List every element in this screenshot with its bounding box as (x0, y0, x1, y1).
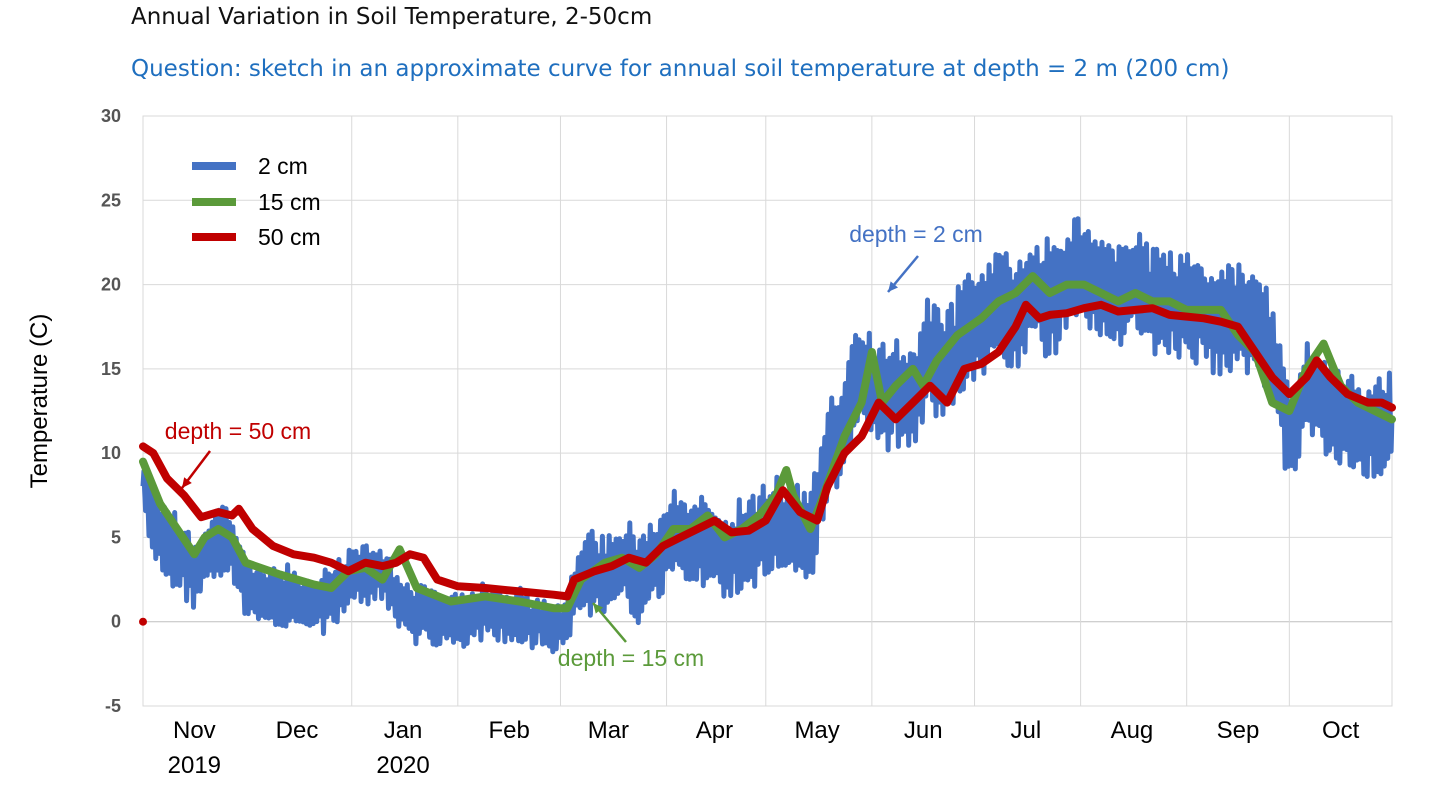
x-tick-label: Dec (276, 717, 319, 744)
y-tick-label: -5 (105, 696, 121, 716)
x-tick-label: Jan (384, 717, 423, 744)
y-tick-label: 20 (101, 275, 121, 295)
series-50cm-marker (139, 617, 147, 626)
x-tick-label: Jun (904, 717, 943, 744)
legend-label: 2 cm (258, 153, 308, 179)
annotation-50cm: depth = 50 cm (165, 418, 311, 444)
x-tick-label: Oct (1322, 717, 1360, 744)
x-tick-year-label: 2020 (376, 752, 429, 779)
annotation-50cm-arrow-head (182, 477, 192, 488)
y-tick-label: 0 (111, 612, 121, 632)
y-axis-label: Temperature (C) (26, 314, 53, 489)
x-tick-label: Apr (696, 717, 733, 744)
annotation-15cm: depth = 15 cm (558, 645, 704, 671)
series-50cm-line (139, 300, 1396, 601)
y-tick-label: 10 (101, 443, 121, 463)
annotation-2cm-arrow-head (888, 281, 899, 292)
plot-area (142, 115, 1393, 707)
chart-title: Annual Variation in Soil Temperature, 2-… (131, 4, 653, 30)
x-tick-label: Sep (1217, 717, 1260, 744)
x-tick-label: May (794, 717, 839, 744)
legend-label: 15 cm (258, 189, 321, 215)
x-tick-label: Aug (1111, 717, 1154, 744)
x-tick-label: Feb (488, 717, 529, 744)
annotation-2cm: depth = 2 cm (849, 221, 983, 247)
question-text: Question: sketch in an approximate curve… (131, 56, 1230, 82)
y-tick-label: 30 (101, 106, 121, 126)
x-tick-label: Mar (588, 717, 629, 744)
x-tick-label: Nov (173, 717, 216, 744)
y-tick-label: 15 (101, 359, 121, 379)
y-tick-label: 25 (101, 190, 121, 210)
x-tick-year-label: 2019 (168, 752, 221, 779)
legend-label: 50 cm (258, 224, 321, 250)
x-tick-label: Jul (1011, 717, 1042, 744)
y-tick-label: 5 (111, 527, 121, 547)
annotation-15cm-arrow-head (593, 603, 604, 614)
series-2cm-line (140, 216, 1395, 655)
